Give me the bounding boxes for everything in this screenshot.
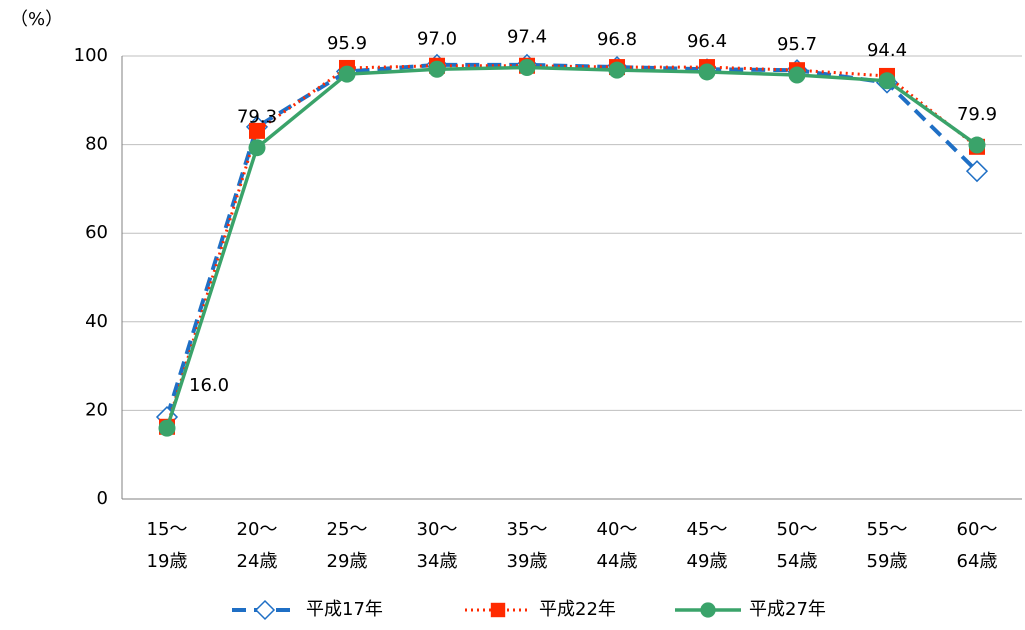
- data-label: 97.0: [417, 28, 457, 49]
- marker: [965, 160, 989, 183]
- data-label: 96.8: [597, 29, 637, 50]
- y-axis-label: （%）: [10, 9, 63, 30]
- marker: [248, 139, 266, 157]
- legend-label: 平成22年: [539, 599, 616, 620]
- y-tick-label: 0: [97, 488, 108, 509]
- data-label: 96.4: [687, 31, 727, 52]
- data-label: 97.4: [507, 27, 547, 48]
- data-label: 95.9: [327, 33, 367, 54]
- marker: [518, 59, 536, 77]
- x-tick-label: 24歳: [237, 551, 278, 572]
- x-tick-label: 25～: [327, 519, 368, 540]
- y-tick-label: 60: [85, 222, 108, 243]
- x-tick-label: 60～: [957, 519, 998, 540]
- x-tick-label: 49歳: [687, 551, 728, 572]
- x-tick-label: 39歳: [507, 551, 548, 572]
- marker: [698, 63, 716, 81]
- data-label: 79.3: [237, 107, 277, 128]
- marker: [878, 72, 896, 90]
- x-tick-label: 15～: [147, 519, 188, 540]
- legend-label: 平成17年: [306, 599, 383, 620]
- x-tick-label: 35～: [507, 519, 548, 540]
- marker: [608, 61, 626, 79]
- y-tick-label: 20: [85, 399, 108, 420]
- x-tick-label: 55～: [867, 519, 908, 540]
- marker: [254, 599, 276, 621]
- marker: [490, 602, 506, 618]
- x-tick-label: 19歳: [147, 551, 188, 572]
- series-line: [165, 62, 979, 418]
- data-label: 79.9: [957, 104, 997, 125]
- x-tick-label: 34歳: [417, 551, 458, 572]
- marker: [338, 65, 356, 83]
- data-label: 16.0: [189, 375, 229, 396]
- x-tick-label: 45～: [687, 519, 728, 540]
- data-label: 95.7: [777, 34, 817, 55]
- x-tick-label: 44歳: [597, 551, 638, 572]
- x-tick-label: 40～: [597, 519, 638, 540]
- x-tick-label: 59歳: [867, 551, 908, 572]
- y-tick-label: 40: [85, 311, 108, 332]
- y-tick-label: 100: [74, 45, 108, 66]
- x-tick-label: 20～: [237, 519, 278, 540]
- y-tick-label: 80: [85, 134, 108, 155]
- marker: [700, 602, 716, 618]
- x-tick-label: 50～: [777, 519, 818, 540]
- x-tick-label: 30～: [417, 519, 458, 540]
- marker: [249, 122, 265, 139]
- x-tick-label: 64歳: [957, 551, 998, 572]
- marker: [788, 66, 806, 84]
- data-label: 94.4: [867, 40, 907, 61]
- marker: [158, 419, 176, 437]
- marker: [968, 136, 986, 154]
- x-tick-label: 29歳: [327, 551, 368, 572]
- legend-label: 平成27年: [749, 599, 826, 620]
- x-tick-label: 54歳: [777, 551, 818, 572]
- marker: [428, 60, 446, 78]
- series-line: [165, 65, 979, 429]
